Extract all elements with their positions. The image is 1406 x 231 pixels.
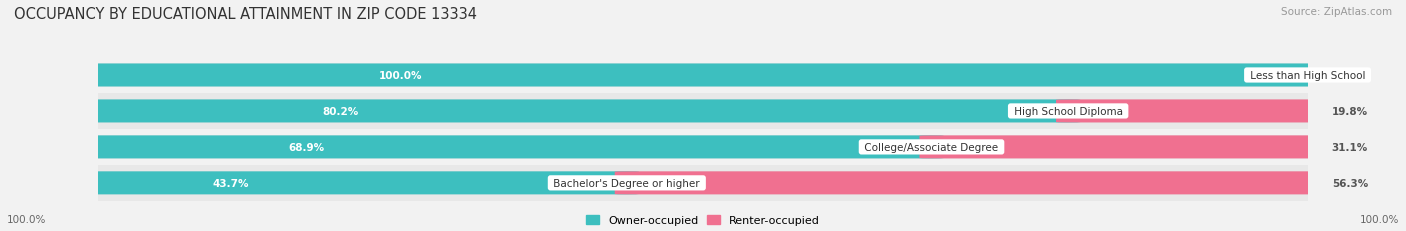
FancyBboxPatch shape (86, 64, 1320, 87)
FancyBboxPatch shape (86, 94, 1320, 129)
Text: OCCUPANCY BY EDUCATIONAL ATTAINMENT IN ZIP CODE 13334: OCCUPANCY BY EDUCATIONAL ATTAINMENT IN Z… (14, 7, 477, 22)
FancyBboxPatch shape (1056, 100, 1320, 123)
FancyBboxPatch shape (86, 136, 1320, 159)
FancyBboxPatch shape (920, 136, 1320, 159)
FancyBboxPatch shape (86, 129, 1320, 165)
FancyBboxPatch shape (86, 136, 943, 159)
FancyBboxPatch shape (86, 100, 1080, 123)
FancyBboxPatch shape (86, 58, 1320, 94)
FancyBboxPatch shape (86, 64, 1320, 87)
Text: 100.0%: 100.0% (1360, 214, 1399, 225)
FancyBboxPatch shape (86, 100, 1320, 123)
Text: 19.8%: 19.8% (1331, 106, 1368, 116)
FancyBboxPatch shape (86, 172, 1320, 195)
FancyBboxPatch shape (86, 172, 638, 195)
Text: 56.3%: 56.3% (1331, 178, 1368, 188)
Text: 100.0%: 100.0% (7, 214, 46, 225)
Legend: Owner-occupied, Renter-occupied: Owner-occupied, Renter-occupied (581, 211, 825, 230)
Text: College/Associate Degree: College/Associate Degree (862, 142, 1001, 152)
Text: High School Diploma: High School Diploma (1011, 106, 1126, 116)
Text: 100.0%: 100.0% (380, 71, 422, 81)
Text: Less than High School: Less than High School (1247, 71, 1368, 81)
Text: 43.7%: 43.7% (212, 178, 249, 188)
Text: 68.9%: 68.9% (288, 142, 325, 152)
FancyBboxPatch shape (86, 165, 1320, 201)
FancyBboxPatch shape (614, 172, 1320, 195)
Text: 31.1%: 31.1% (1331, 142, 1368, 152)
Text: Source: ZipAtlas.com: Source: ZipAtlas.com (1281, 7, 1392, 17)
Text: 80.2%: 80.2% (323, 106, 359, 116)
Text: Bachelor's Degree or higher: Bachelor's Degree or higher (550, 178, 703, 188)
